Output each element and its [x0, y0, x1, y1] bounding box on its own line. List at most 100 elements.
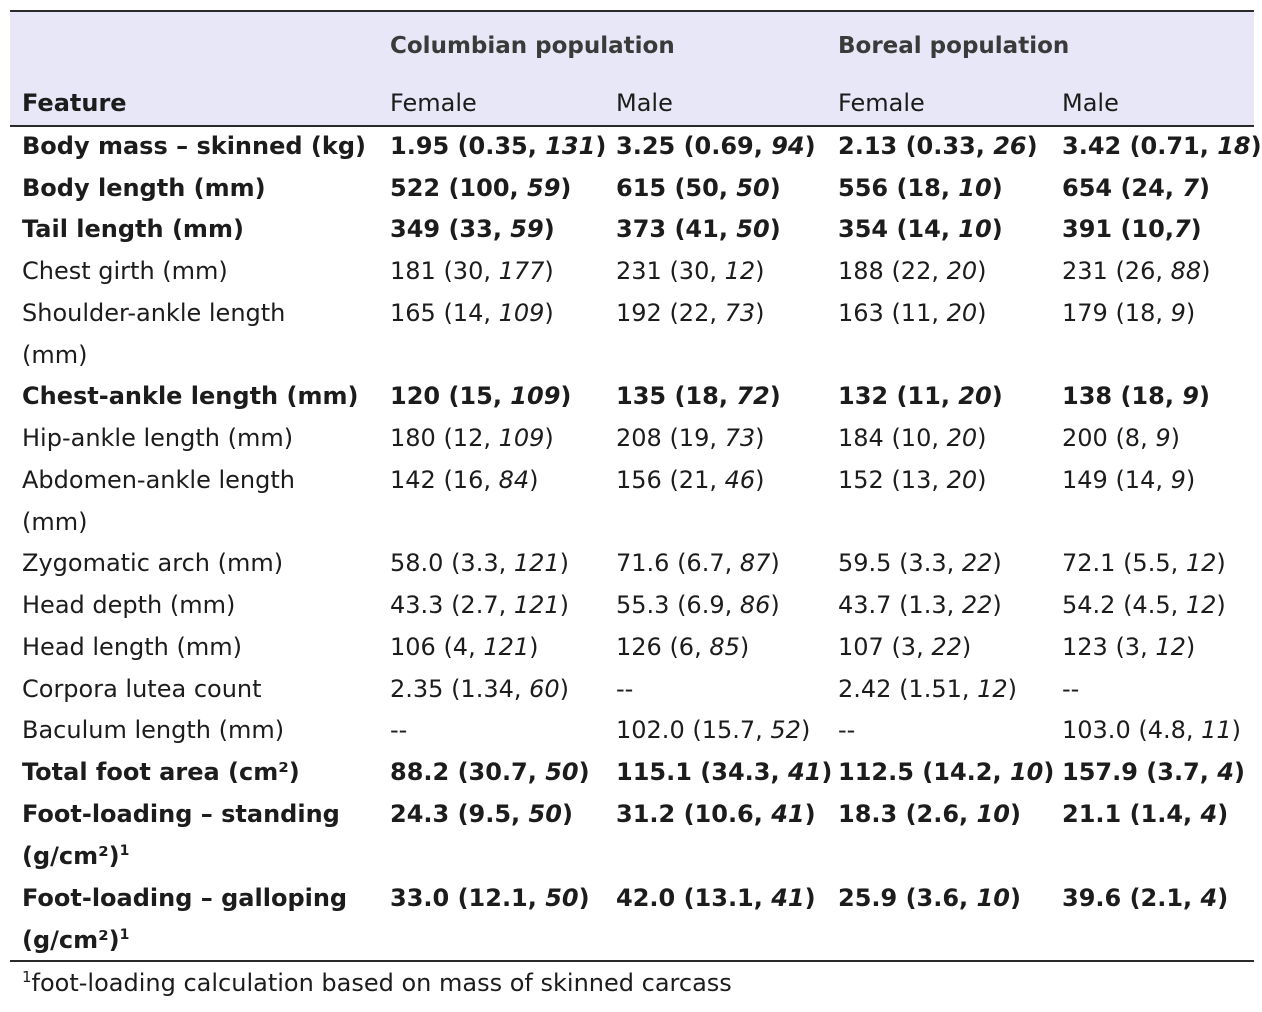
cell-sample-size: 41 [771, 800, 805, 828]
cell-sample-size: 9 [1170, 299, 1186, 327]
table-cell: 184 (10, 20) [838, 417, 987, 459]
cell-value: 231 (30, [616, 257, 725, 285]
cell-close-paren: ) [595, 132, 607, 160]
table-cell: 2.35 (1.34, 60) [390, 668, 569, 710]
table-top-rule [10, 10, 1254, 12]
cell-sample-size: 50 [528, 800, 562, 828]
cell-sample-size: 12 [1185, 591, 1217, 619]
cell-sample-size: 22 [961, 549, 993, 577]
cell-value: 33.0 (12.1, [390, 884, 546, 912]
cell-close-paren: ) [1009, 800, 1021, 828]
cell-sample-size: 10 [958, 215, 992, 243]
cell-value: 188 (22, [838, 257, 947, 285]
cell-value: 102.0 (15.7, [616, 716, 771, 744]
row-label: Foot-loading – galloping [22, 877, 347, 919]
cell-sample-size: 109 [498, 299, 545, 327]
table-cell: 25.9 (3.6, 10) [838, 877, 1021, 919]
footnote-ref: 1 [119, 927, 130, 943]
cell-close-paren: ) [770, 549, 780, 577]
table-cell: 165 (14, 109) [390, 292, 554, 334]
cell-sample-size: 41 [771, 884, 805, 912]
row-label: Baculum length (mm) [22, 709, 284, 751]
cell-close-paren: ) [560, 382, 572, 410]
cell-close-paren: ) [560, 174, 572, 202]
cell-value: 123 (3, [1062, 633, 1156, 661]
cell-close-paren: ) [821, 758, 833, 786]
table-header-rule [10, 125, 1254, 127]
table-cell: 138 (18, 9) [1062, 375, 1210, 417]
table-cell: 373 (41, 50) [616, 208, 781, 250]
table-cell: -- [616, 668, 633, 710]
cell-close-paren: ) [739, 633, 750, 661]
row-label-continued: (g/cm²)1 [22, 919, 129, 961]
table-bottom-rule [10, 960, 1254, 962]
cell-sample-size: 4 [1200, 800, 1218, 828]
cell-sample-size: 50 [736, 215, 770, 243]
column-header-columbian-female: Female [390, 89, 477, 117]
row-label: Chest-ankle length (mm) [22, 375, 358, 417]
cell-value: 373 (41, [616, 215, 737, 243]
cell-value: 120 (15, [390, 382, 511, 410]
cell-value: -- [1062, 675, 1080, 703]
cell-close-paren: ) [804, 884, 816, 912]
cell-value: 192 (22, [616, 299, 725, 327]
cell-value: -- [616, 675, 634, 703]
cell-sample-size: 7 [1182, 174, 1199, 202]
table-cell: 106 (4, 121) [390, 626, 539, 668]
cell-close-paren: ) [544, 257, 554, 285]
table-cell: 152 (13, 20) [838, 459, 987, 501]
table-cell: -- [838, 709, 855, 751]
column-header-boreal-female: Female [838, 89, 925, 117]
table-cell: 33.0 (12.1, 50) [390, 877, 590, 919]
table-cell: 188 (22, 20) [838, 250, 987, 292]
table-cell: 192 (22, 73) [616, 292, 765, 334]
cell-close-paren: ) [991, 215, 1003, 243]
cell-close-paren: ) [769, 215, 781, 243]
cell-close-paren: ) [559, 549, 570, 577]
cell-sample-size: 9 [1182, 382, 1199, 410]
cell-close-paren: ) [559, 591, 570, 619]
table-cell: 120 (15, 109) [390, 375, 571, 417]
cell-value: 163 (11, [838, 299, 947, 327]
row-label-text: Zygomatic arch (mm) [22, 549, 284, 577]
cell-sample-size: 10 [958, 174, 992, 202]
cell-close-paren: ) [770, 591, 780, 619]
table-cell: 231 (30, 12) [616, 250, 765, 292]
cell-sample-size: 12 [1155, 633, 1186, 661]
cell-close-paren: ) [559, 675, 570, 703]
row-label-unit: (mm) [22, 508, 88, 536]
cell-value: 208 (19, [616, 424, 725, 452]
cell-close-paren: ) [755, 299, 765, 327]
cell-value: 103.0 (4.8, [1062, 716, 1202, 744]
table-cell: 59.5 (3.3, 22) [838, 542, 1002, 584]
table-cell: 654 (24, 7) [1062, 167, 1210, 209]
row-label: Tail length (mm) [22, 208, 244, 250]
cell-close-paren: ) [1217, 800, 1229, 828]
row-label-text: Foot-loading – standing [22, 800, 340, 828]
cell-value: 2.42 (1.51, [838, 675, 978, 703]
cell-value: 138 (18, [1062, 382, 1183, 410]
cell-close-paren: ) [1216, 591, 1226, 619]
table-cell: 43.7 (1.3, 22) [838, 584, 1002, 626]
cell-close-paren: ) [769, 174, 781, 202]
cell-sample-size: 59 [510, 215, 544, 243]
cell-sample-size: 12 [977, 675, 1008, 703]
cell-sample-size: 20 [946, 257, 978, 285]
column-header-feature: Feature [22, 89, 127, 117]
cell-sample-size: 72 [736, 382, 770, 410]
cell-value: 43.7 (1.3, [838, 591, 962, 619]
cell-value: 200 (8, [1062, 424, 1156, 452]
cell-close-paren: ) [1233, 758, 1245, 786]
cell-close-paren: ) [543, 215, 555, 243]
cell-value: 1.95 (0.35, [390, 132, 546, 160]
cell-close-paren: ) [1170, 424, 1180, 452]
row-label-text: Abdomen-ankle length [22, 466, 295, 494]
cell-value: 165 (14, [390, 299, 499, 327]
cell-sample-size: 20 [946, 466, 978, 494]
cell-close-paren: ) [1185, 299, 1196, 327]
cell-value: 59.5 (3.3, [838, 549, 962, 577]
table-cell: 18.3 (2.6, 10) [838, 793, 1021, 835]
table-cell: 112.5 (14.2, 10) [838, 751, 1054, 793]
cell-close-paren: ) [977, 466, 987, 494]
cell-close-paren: ) [755, 466, 765, 494]
